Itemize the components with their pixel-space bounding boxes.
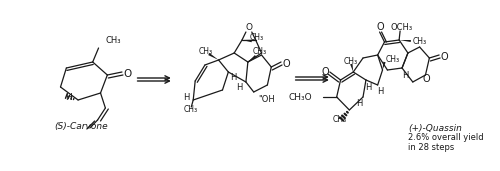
Text: CH₃: CH₃ — [344, 57, 357, 67]
Text: H: H — [364, 82, 371, 91]
Polygon shape — [208, 53, 218, 60]
Polygon shape — [242, 40, 252, 42]
Polygon shape — [382, 62, 386, 70]
Text: CH₃: CH₃ — [413, 37, 427, 47]
Text: O: O — [124, 69, 132, 79]
Text: CH₃: CH₃ — [252, 48, 267, 56]
Text: OCH₃: OCH₃ — [390, 23, 412, 32]
Text: H: H — [66, 94, 72, 102]
Text: (+)-Quassin: (+)-Quassin — [408, 123, 462, 133]
Text: H: H — [230, 73, 236, 82]
Text: O: O — [440, 52, 448, 62]
Text: CH₃: CH₃ — [386, 56, 400, 64]
Text: H: H — [402, 70, 408, 80]
Text: O: O — [422, 74, 430, 83]
Polygon shape — [399, 40, 411, 42]
Text: "OH: "OH — [258, 95, 276, 103]
Text: O: O — [282, 59, 290, 69]
Text: H: H — [236, 82, 243, 91]
Text: H: H — [356, 100, 362, 109]
Text: O: O — [321, 67, 329, 77]
Text: CH₃: CH₃ — [183, 104, 198, 114]
Text: CH₃: CH₃ — [198, 48, 212, 56]
Text: H: H — [378, 88, 384, 96]
Text: O: O — [377, 22, 384, 32]
Text: CH₃: CH₃ — [250, 34, 264, 43]
Text: H: H — [183, 94, 190, 102]
Text: (S)-Carvone: (S)-Carvone — [54, 122, 108, 131]
Polygon shape — [350, 64, 354, 72]
Text: CH₃: CH₃ — [106, 36, 121, 45]
Text: CH₃O: CH₃O — [288, 93, 312, 102]
Text: 2.6% overall yield: 2.6% overall yield — [408, 134, 484, 142]
Text: in 28 steps: in 28 steps — [408, 143, 454, 153]
Text: CH₃: CH₃ — [332, 115, 346, 124]
Polygon shape — [248, 55, 256, 62]
Text: O: O — [246, 23, 252, 32]
